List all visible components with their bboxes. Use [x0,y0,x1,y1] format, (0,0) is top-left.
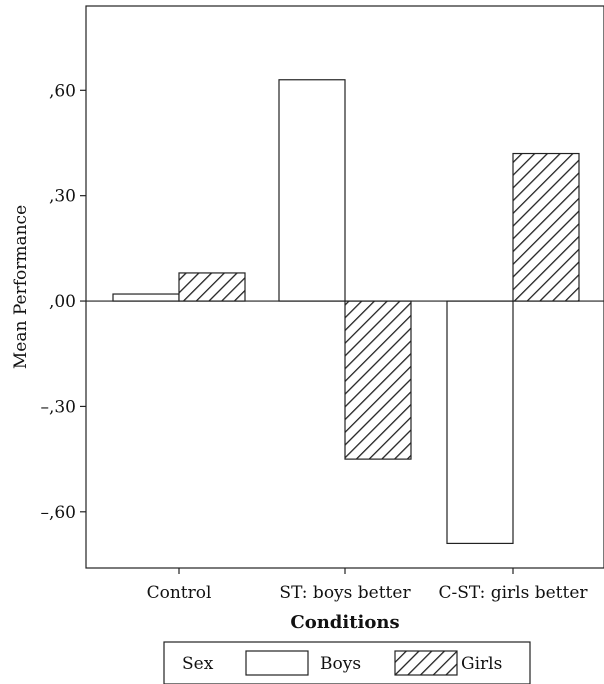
x-tick-label: Control [147,583,212,603]
y-axis-title: Mean Performance [11,205,31,369]
x-axis: Control ST: boys better C-ST: girls better [147,568,588,603]
plot-area [85,5,604,569]
x-tick-label: ST: boys better [279,583,411,603]
bar-boys-1 [278,79,346,302]
legend-swatch-girls [394,650,458,676]
y-axis: ,60 ,30 ,00 –,30 –,60 [40,81,86,523]
legend: Sex Boys Girls [163,641,531,684]
y-tick-label: –,30 [40,397,76,417]
legend-title: Sex [182,654,214,674]
y-tick-label: ,60 [49,81,76,101]
legend-label-girls: Girls [461,654,502,674]
x-tick-label: C-ST: girls better [438,583,588,603]
bar-boys-2 [446,300,514,545]
legend-swatch-boys [245,650,309,676]
bars [112,79,580,545]
bar-girls-0 [178,272,246,302]
y-tick-label: ,30 [49,187,76,207]
bar-girls-2 [512,152,580,302]
bar-boys-0 [112,293,180,302]
legend-label-boys: Boys [320,654,361,674]
bar-girls-1 [344,300,412,460]
y-tick-label: –,60 [40,503,76,523]
legend-frame [163,641,531,684]
y-tick-label: ,00 [49,292,76,312]
x-axis-title: Conditions [290,612,399,633]
